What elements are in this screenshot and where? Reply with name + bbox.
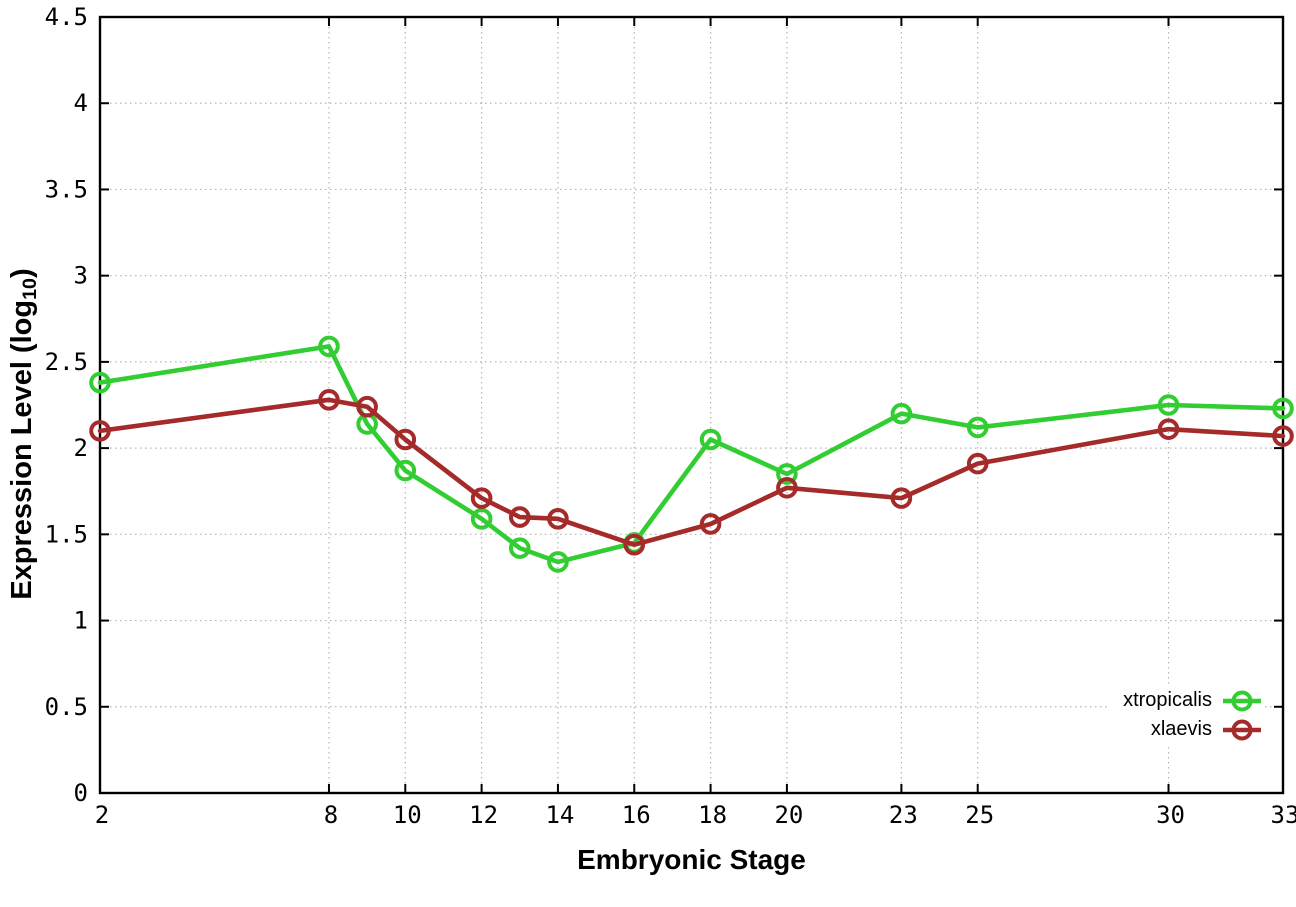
legend-label-xtropicalis: xtropicalis	[1123, 689, 1212, 711]
data-point-xlaevis-stage-12	[470, 487, 493, 509]
data-point-xlaevis-stage-23	[890, 487, 913, 509]
data-point-xlaevis-stage-10	[394, 428, 417, 451]
y-tick-label: 3.5	[45, 175, 88, 203]
legend: xtropicalis xlaevis	[1107, 686, 1262, 744]
tick-marks	[99, 16, 1284, 794]
y-tick-label: 1.5	[45, 520, 88, 548]
data-point-xlaevis-stage-9	[356, 395, 378, 418]
y-tick-label: 3	[74, 262, 88, 290]
data-point-xlaevis-stage-13	[508, 506, 531, 528]
y-axis-title: Expression Level (log10)	[6, 268, 42, 599]
x-tick-label: 14	[545, 801, 574, 829]
data-point-xtropicalis-stage-14	[547, 551, 569, 573]
y-tick-label: 1	[74, 607, 88, 635]
data-point-xtropicalis-stage-12	[470, 508, 493, 530]
x-tick-labels: 2 8 10 12 14 16 18 20 23 25 30 33	[95, 801, 1296, 829]
data-point-xtropicalis-stage-33	[1272, 397, 1294, 420]
y-tick-label: 0	[74, 779, 88, 807]
y-tick-label: 2.5	[45, 348, 88, 376]
data-point-xlaevis-stage-16	[623, 533, 646, 556]
data-point-xtropicalis-stage-8	[318, 335, 340, 358]
y-axis-title-close: )	[6, 268, 39, 278]
y-tick-label: 2	[74, 434, 88, 462]
data-point-xlaevis-stage-33	[1272, 425, 1294, 447]
legend-label-xlaevis: xlaevis	[1150, 718, 1212, 740]
data-point-xlaevis-stage-20	[776, 476, 798, 499]
legend-item-xtropicalis: xtropicalis	[1123, 686, 1262, 715]
x-tick-label: 2	[95, 801, 109, 829]
x-tick-label: 30	[1156, 801, 1185, 829]
data-point-xtropicalis-stage-13	[508, 537, 531, 559]
data-point-xtropicalis-stage-18	[699, 428, 722, 451]
y-tick-label: 4.5	[45, 3, 88, 31]
x-tick-label: 20	[774, 801, 803, 829]
x-tick-label: 18	[698, 801, 727, 829]
x-tick-label: 25	[965, 801, 994, 829]
data-point-xlaevis-stage-2	[89, 420, 111, 442]
series-xlaevis-line	[97, 397, 1286, 547]
data-point-xtropicalis-stage-30	[1157, 394, 1180, 416]
y-tick-label: 0.5	[45, 693, 88, 721]
data-point-xlaevis-stage-30	[1157, 418, 1180, 440]
legend-marker-xtropicalis-icon	[1223, 690, 1261, 711]
plot-border	[98, 15, 1285, 795]
data-point-xlaevis-stage-8	[318, 389, 340, 411]
y-axis-title-text: Expression Level (log	[6, 299, 39, 600]
data-point-xlaevis-stage-25	[966, 452, 989, 475]
data-point-xtropicalis-stage-20	[776, 463, 798, 485]
series-xlaevis	[89, 389, 1294, 556]
x-axis-title: Embryonic Stage	[577, 844, 806, 875]
y-axis-title-subscript: 10	[18, 277, 41, 300]
data-point-xtropicalis-stage-23	[890, 402, 913, 425]
y-tick-label: 4	[74, 89, 88, 117]
x-tick-label: 8	[324, 801, 338, 829]
y-tick-labels: 0 0.5 1 1.5 2 2.5 3 3.5 4 4.5	[45, 3, 88, 807]
legend-marker-xlaevis-icon	[1223, 719, 1261, 740]
data-point-xtropicalis-stage-10	[394, 459, 417, 482]
x-tick-label: 23	[889, 801, 918, 829]
x-tick-label: 33	[1271, 801, 1296, 829]
x-tick-label: 10	[393, 801, 422, 829]
legend-item-xlaevis: xlaevis	[1123, 715, 1262, 744]
data-point-xtropicalis-stage-2	[89, 371, 111, 394]
data-point-xtropicalis-stage-25	[966, 416, 989, 439]
grid-lines	[100, 17, 1283, 793]
data-point-xlaevis-stage-14	[547, 508, 569, 530]
series-xtropicalis	[89, 335, 1294, 573]
data-point-xlaevis-stage-18	[699, 513, 722, 535]
x-tick-label: 16	[622, 801, 651, 829]
x-tick-label: 12	[469, 801, 498, 829]
